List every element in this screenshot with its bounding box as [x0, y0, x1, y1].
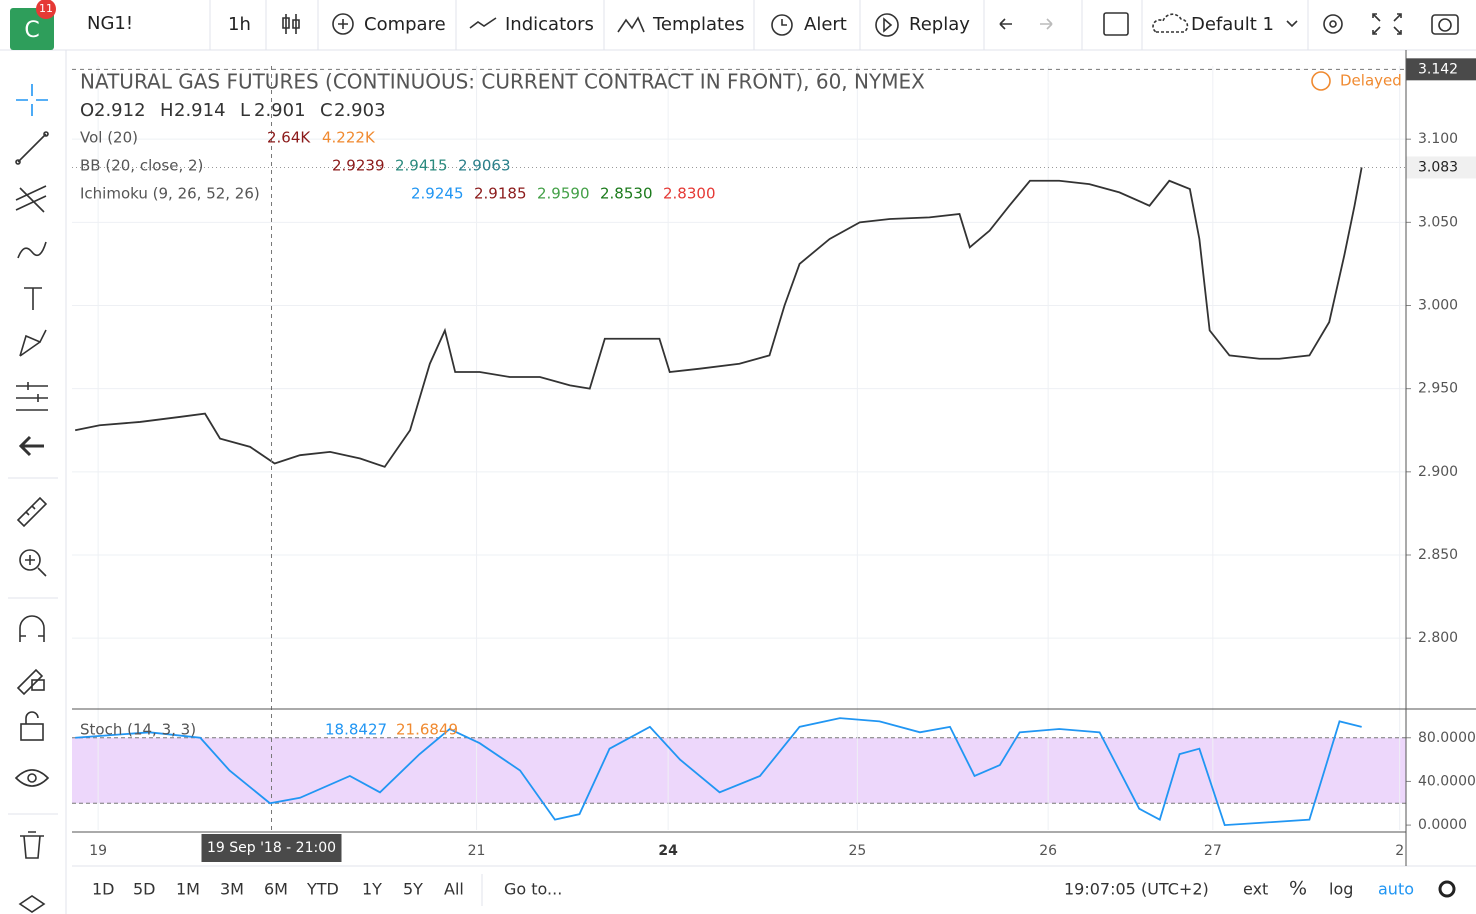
x-tick-label: 24 — [658, 843, 678, 859]
study-value: 2.64K — [267, 129, 311, 147]
settings[interactable] — [1438, 880, 1456, 898]
range-button[interactable]: 1D — [92, 880, 115, 899]
ext[interactable]: ext — [1243, 880, 1268, 899]
range-button[interactable]: 5Y — [403, 880, 423, 899]
percent[interactable]: % — [1289, 878, 1307, 900]
crosshair-price-box — [1406, 58, 1476, 81]
crosshair-time-box — [201, 834, 342, 862]
ohlc-value: 2.912 — [94, 100, 146, 121]
range-button[interactable]: YTD — [306, 880, 339, 899]
redo[interactable] — [1040, 18, 1053, 30]
study-name: BB (20, close, 2) — [80, 157, 203, 175]
study-name: Stoch (14, 3, 3) — [80, 721, 196, 739]
layout-icon[interactable] — [1103, 12, 1129, 36]
x-tick-label: 26 — [1039, 843, 1057, 859]
study-value: 18.8427 — [325, 721, 387, 739]
ohlc-key: C — [320, 100, 333, 121]
chart-type-icon[interactable] — [282, 14, 300, 34]
price-line — [74, 167, 1363, 468]
ohlc-value: 2.903 — [334, 100, 386, 121]
logo-text: C — [24, 18, 39, 43]
log[interactable]: log — [1329, 880, 1353, 899]
last-price-label: 3.083 — [1418, 159, 1458, 175]
range-button[interactable]: 3M — [220, 880, 244, 899]
legend: O 2.912 H 2.914 L 2.901 C 2.903 Vol (20) 2.64K 4.2… — [80, 100, 716, 739]
top-toolbar — [0, 0, 1476, 50]
y-tick-label: 40.0000 — [1418, 773, 1476, 789]
x-tick-label: 27 — [1204, 843, 1222, 859]
templates[interactable]: Templates — [652, 14, 745, 35]
range-button[interactable]: 1Y — [362, 880, 382, 899]
x-tick-label: 25 — [848, 843, 866, 859]
study-name: Ichimoku (9, 26, 52, 26) — [80, 185, 260, 203]
compare[interactable]: Compare — [364, 14, 446, 35]
layout-name[interactable]: Default 1 — [1191, 14, 1274, 35]
y-tick-label: 2.900 — [1418, 464, 1458, 480]
delayed-icon — [1311, 71, 1331, 91]
clock: 19:07:05 (UTC+2) — [1064, 880, 1209, 899]
chart-title: NATURAL GAS FUTURES (CONTINUOUS: CURRENT… — [80, 70, 925, 94]
study-value: 2.8530 — [600, 185, 653, 203]
y-tick-label: 2.800 — [1418, 630, 1458, 646]
undo[interactable] — [999, 18, 1012, 30]
x-tick-label: 2 — [1395, 843, 1404, 859]
replay-icon[interactable] — [875, 13, 899, 37]
ohlc-key: H — [160, 100, 174, 121]
study-value: 2.9239 — [332, 157, 385, 175]
study-value: 21.6849 — [396, 721, 458, 739]
crosshair-time: 19 Sep '18 - 21:00 — [207, 840, 336, 856]
price-line — [75, 717, 1362, 827]
study-value: 2.9590 — [537, 185, 590, 203]
range-button[interactable]: All — [444, 880, 464, 899]
compare-icon[interactable] — [332, 13, 354, 35]
y-tick-label: 3.050 — [1418, 214, 1458, 230]
ohlc-key: L — [240, 100, 250, 121]
y-tick-label: 3.000 — [1418, 298, 1458, 314]
range-button[interactable]: 6M — [264, 880, 288, 899]
ohlc-value: 2.901 — [254, 100, 306, 121]
fullscreen[interactable] — [1372, 13, 1402, 35]
study-value: 2.9063 — [458, 157, 511, 175]
templates-icon[interactable] — [617, 16, 645, 33]
chart-area: 19 21 24 25 26 27 2 2.800 2.850 2.900 2.950 3.000 3.… — [72, 50, 1476, 866]
snapshot[interactable] — [1431, 14, 1459, 35]
indicators[interactable]: Indicators — [505, 14, 594, 35]
ohlc-key: O — [80, 100, 94, 121]
range-button[interactable]: 1M — [176, 880, 200, 899]
alert-icon[interactable] — [771, 14, 793, 36]
replay[interactable]: Replay — [909, 14, 970, 35]
crosshair-price: 3.142 — [1418, 61, 1458, 77]
goto[interactable]: Go to... — [504, 880, 562, 899]
interval[interactable]: 1h — [228, 14, 251, 35]
ohlc-value: 2.914 — [174, 100, 226, 121]
delayed: Delayed — [1340, 72, 1402, 90]
study-value: 2.9185 — [474, 185, 527, 203]
study-name: Vol (20) — [80, 129, 138, 147]
left-toolbar[interactable] — [14, 84, 50, 913]
study-value: 2.8300 — [663, 185, 716, 203]
bottom-bar: 1D 5D 1M 3M 6M YTD 1Y 5Y All Go to... 19:07:05 (UT… — [92, 874, 1456, 906]
x-tick-label: 21 — [468, 843, 486, 859]
alert[interactable]: Alert — [804, 14, 847, 35]
cloud-icon[interactable] — [1152, 13, 1189, 33]
symbol[interactable]: NG1! — [87, 13, 133, 34]
indicators-icon[interactable] — [469, 17, 497, 29]
badge — [36, 0, 56, 19]
y-tick-label: 3.100 — [1418, 131, 1458, 147]
stoch-band — [72, 737, 1406, 804]
study-value: 4.222K — [322, 129, 376, 147]
badge-text: 11 — [39, 2, 53, 15]
y-tick-label: 0.0000 — [1418, 817, 1467, 833]
range-button[interactable]: 5D — [133, 880, 156, 899]
y-tick-label: 2.850 — [1418, 547, 1458, 563]
auto[interactable]: auto — [1378, 880, 1414, 899]
last-price-box — [1406, 156, 1476, 179]
y-tick-label: 80.0000 — [1418, 730, 1476, 746]
x-tick-label: 19 — [89, 843, 107, 859]
y-tick-label: 2.950 — [1418, 381, 1458, 397]
study-value: 2.9415 — [395, 157, 448, 175]
settings[interactable] — [1323, 14, 1343, 34]
study-value: 2.9245 — [411, 185, 464, 203]
